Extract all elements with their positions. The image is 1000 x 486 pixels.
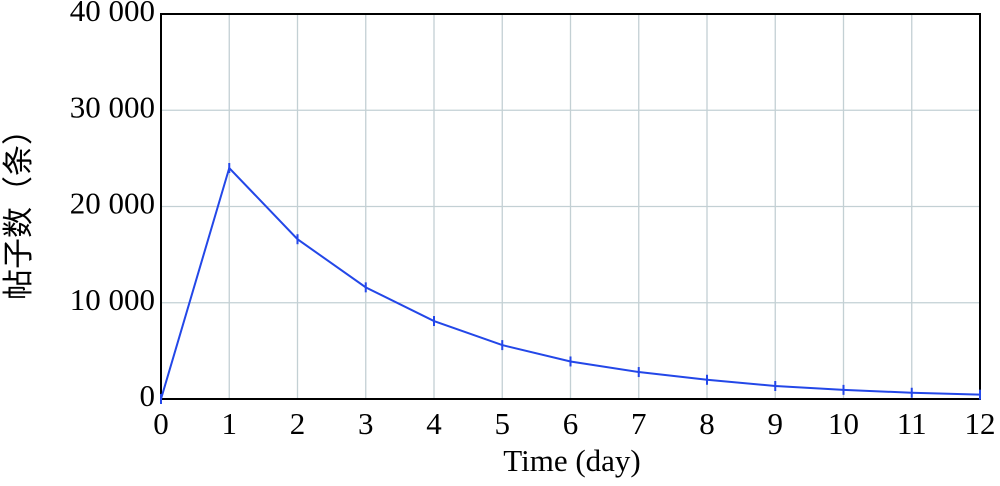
- x-tick-label: 5: [495, 406, 511, 441]
- x-tick-label: 8: [699, 406, 715, 441]
- x-tick-label: 0: [153, 406, 169, 441]
- plot-frame: [160, 13, 981, 400]
- x-axis-label: Time (day): [503, 443, 641, 478]
- y-tick-label: 40 000: [70, 0, 155, 28]
- y-tick-label: 10 000: [70, 282, 155, 317]
- y-tick-label: 0: [140, 378, 156, 413]
- x-tick-label: 11: [897, 406, 927, 441]
- x-tick-label: 12: [965, 406, 996, 441]
- y-tick-label: 20 000: [70, 186, 155, 221]
- x-tick-label: 7: [631, 406, 647, 441]
- y-tick-label: 30 000: [70, 89, 155, 124]
- x-tick-label: 2: [290, 406, 306, 441]
- y-axis-label: 帖子数（条）: [1, 114, 36, 300]
- x-tick-label: 10: [828, 406, 859, 441]
- x-tick-label: 9: [768, 406, 784, 441]
- x-tick-label: 3: [358, 406, 374, 441]
- x-tick-label: 4: [426, 406, 442, 441]
- x-tick-label: 6: [563, 406, 579, 441]
- x-tick-label: 1: [222, 406, 238, 441]
